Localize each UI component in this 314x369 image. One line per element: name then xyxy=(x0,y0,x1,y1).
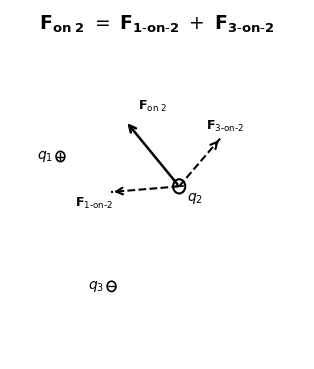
Text: $\mathbf{F}_{\mathrm{1\text{-}on\text{-}2}}$: $\mathbf{F}_{\mathrm{1\text{-}on\text{-}… xyxy=(75,196,113,211)
Text: $\mathbf{F}_{\mathbf{on\ 2}}\ =\ \mathbf{F}_{\mathbf{1\text{-}on\text{-}2}}\ +\ : $\mathbf{F}_{\mathbf{on\ 2}}\ =\ \mathbf… xyxy=(39,14,275,35)
Text: $\mathbf{F}_{\mathrm{on\ 2}}$: $\mathbf{F}_{\mathrm{on\ 2}}$ xyxy=(138,99,167,114)
Text: $q_1$: $q_1$ xyxy=(36,149,53,164)
Text: $q_3$: $q_3$ xyxy=(88,279,104,294)
Text: $q_2$: $q_2$ xyxy=(187,192,203,207)
Text: $\mathbf{F}_{\mathrm{3\text{-}on\text{-}2}}$: $\mathbf{F}_{\mathrm{3\text{-}on\text{-}… xyxy=(206,119,244,134)
